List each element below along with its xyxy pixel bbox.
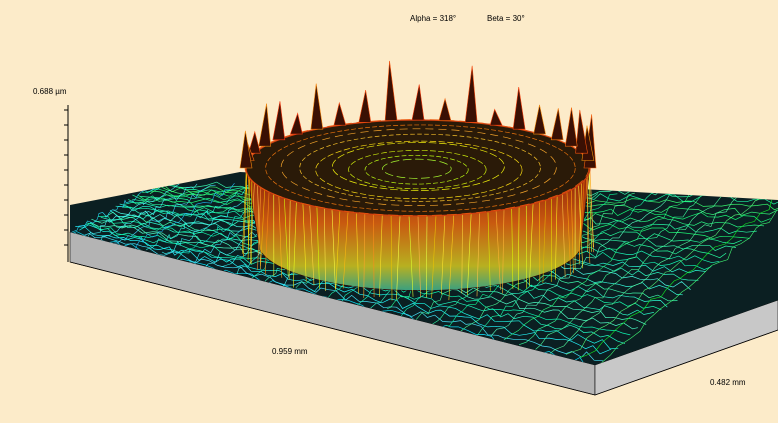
x-axis-label: 0.959 mm — [272, 347, 308, 356]
y-axis-label: 0.482 mm — [710, 378, 746, 387]
alpha-label: Alpha = 318° — [410, 14, 456, 23]
z-axis-label: 0.688 µm — [33, 87, 67, 96]
surface-plot: Alpha = 318° Beta = 30° 0.688 µm 0.959 m… — [0, 0, 778, 423]
beta-label: Beta = 30° — [487, 14, 525, 23]
page: Alpha = 318° Beta = 30° 0.688 µm 0.959 m… — [0, 0, 778, 423]
